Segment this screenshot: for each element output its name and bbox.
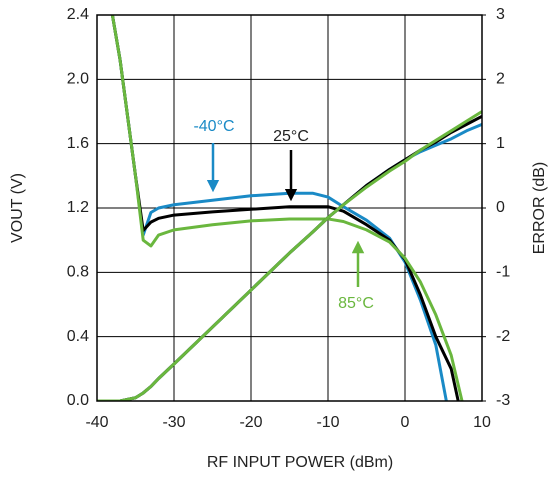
y2-tick-label: 1 bbox=[496, 135, 505, 152]
y-tick-label: 1.2 bbox=[67, 199, 89, 216]
y-tick-label: 1.6 bbox=[67, 135, 89, 152]
y-tick-label: 0.4 bbox=[67, 328, 89, 345]
y2-tick-label: -2 bbox=[496, 328, 510, 345]
y2-tick-label: 3 bbox=[496, 6, 505, 23]
x-tick-label: -10 bbox=[316, 414, 339, 431]
y-tick-label: 0.0 bbox=[67, 392, 89, 409]
y2-tick-label: 0 bbox=[496, 199, 505, 216]
y2-tick-label: 2 bbox=[496, 71, 505, 88]
x-tick-label: -20 bbox=[239, 414, 262, 431]
series-line bbox=[110, 15, 464, 401]
y2-axis-label: ERROR (dB) bbox=[531, 162, 548, 254]
y-tick-label: 0.8 bbox=[67, 264, 89, 281]
x-tick-label: 0 bbox=[401, 414, 410, 431]
series-line bbox=[110, 15, 448, 401]
y-tick-label: 2.4 bbox=[67, 6, 89, 23]
series-line bbox=[97, 114, 482, 401]
x-tick-label: -30 bbox=[162, 414, 185, 431]
y-tick-label: 2.0 bbox=[67, 71, 89, 88]
y2-tick-label: -1 bbox=[496, 264, 510, 281]
lines bbox=[97, 15, 482, 401]
series-line bbox=[97, 110, 482, 401]
series-line bbox=[110, 15, 460, 401]
y2-tick-label: -3 bbox=[496, 392, 510, 409]
x-tick-label: -40 bbox=[85, 414, 108, 431]
series-annotation: 85°C bbox=[338, 295, 374, 312]
x-tick-label: 10 bbox=[473, 414, 491, 431]
y-axis-label: VOUT (V) bbox=[9, 173, 26, 243]
series-annotation: -40°C bbox=[193, 118, 234, 135]
labels: -40 -30 -20 -10 0 100.00.40.81.21.62.02.4-3-2… bbox=[67, 6, 511, 431]
x-axis-label: RF INPUT POWER (dBm) bbox=[207, 454, 393, 471]
series-line bbox=[97, 122, 482, 401]
series-annotation: 25°C bbox=[273, 128, 309, 145]
